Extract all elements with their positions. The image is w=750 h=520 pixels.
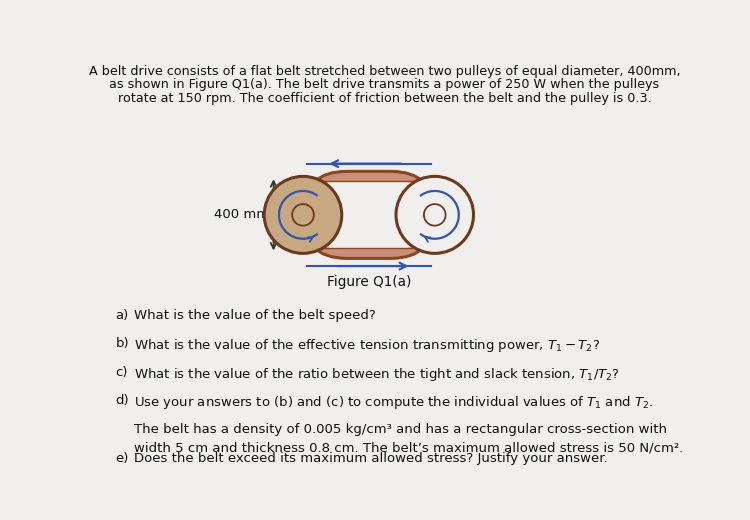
Text: e): e): [116, 452, 129, 465]
Circle shape: [396, 176, 473, 253]
Text: What is the value of the effective tension transmitting power, $T_1-T_2$?: What is the value of the effective tensi…: [134, 337, 600, 354]
Text: d): d): [116, 394, 129, 407]
Text: rotate at 150 rpm. The coefficient of friction between the belt and the pulley i: rotate at 150 rpm. The coefficient of fr…: [118, 92, 651, 105]
Text: Figure Q1(a): Figure Q1(a): [327, 275, 411, 289]
Text: b): b): [116, 337, 129, 350]
Text: 400 mm: 400 mm: [214, 209, 269, 222]
Text: A belt drive consists of a flat belt stretched between two pulleys of equal diam: A belt drive consists of a flat belt str…: [88, 64, 680, 77]
Text: The belt has a density of 0.005 kg/cm³ and has a rectangular cross-section with
: The belt has a density of 0.005 kg/cm³ a…: [134, 423, 683, 454]
Circle shape: [264, 176, 342, 253]
Text: Does the belt exceed its maximum allowed stress? Justify your answer.: Does the belt exceed its maximum allowed…: [134, 452, 608, 465]
FancyBboxPatch shape: [303, 181, 435, 249]
Text: as shown in Figure Q1(a). The belt drive transmits a power of 250 W when the pul: as shown in Figure Q1(a). The belt drive…: [110, 78, 659, 91]
FancyBboxPatch shape: [303, 172, 435, 258]
Text: What is the value of the ratio between the tight and slack tension, $T_1/T_2$?: What is the value of the ratio between t…: [134, 366, 620, 383]
Text: a): a): [116, 309, 129, 322]
Text: Use your answers to (b) and (c) to compute the individual values of $T_1$ and $T: Use your answers to (b) and (c) to compu…: [134, 394, 653, 411]
Text: c): c): [116, 366, 128, 379]
Text: What is the value of the belt speed?: What is the value of the belt speed?: [134, 309, 376, 322]
